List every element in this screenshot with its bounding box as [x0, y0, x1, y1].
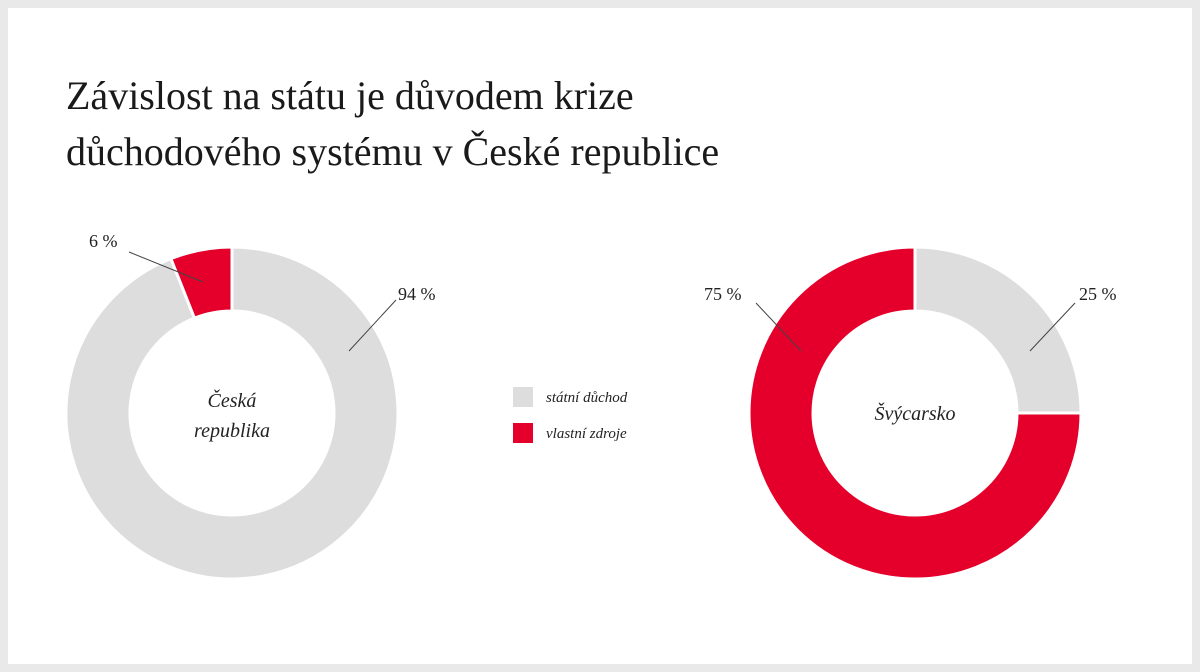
title-line-1: Závislost na státu je důvodem krize — [66, 73, 634, 118]
chart-title: Závislost na státu je důvodem krize důch… — [66, 68, 719, 180]
legend-label-vlastni: vlastní zdroje — [546, 426, 627, 442]
center-label-ch: Švýcarsko — [874, 401, 955, 425]
value-label-cz-vlastni: 6 % — [89, 231, 118, 251]
legend-swatch-vlastni — [513, 423, 533, 443]
title-line-2: důchodového systému v České republice — [66, 129, 720, 174]
center-label-cz-line-1: Česká — [208, 388, 257, 412]
leader-line-cz-statni — [348, 299, 397, 352]
slice-ch-statni — [913, 245, 1083, 415]
leader-line-ch-vlastni — [755, 302, 802, 352]
value-label-ch-vlastni: 75 % — [704, 284, 742, 304]
legend-swatch-statni — [513, 387, 533, 407]
donut-chart-ceska-republika — [64, 245, 400, 581]
value-label-ch-statni: 25 % — [1079, 284, 1117, 304]
leader-line-cz-vlastni — [128, 251, 204, 283]
slice-cz-statni — [64, 245, 400, 581]
leader-line-ch-statni — [1029, 302, 1076, 352]
slice-ch-vlastni — [747, 245, 1083, 581]
legend-label-statni: státní důchod — [546, 390, 628, 406]
value-label-cz-statni: 94 % — [398, 284, 436, 304]
slice-cz-vlastni — [168, 245, 234, 321]
donut-chart-svycarsko — [747, 245, 1083, 581]
center-label-cz-line-2: republika — [194, 420, 270, 442]
